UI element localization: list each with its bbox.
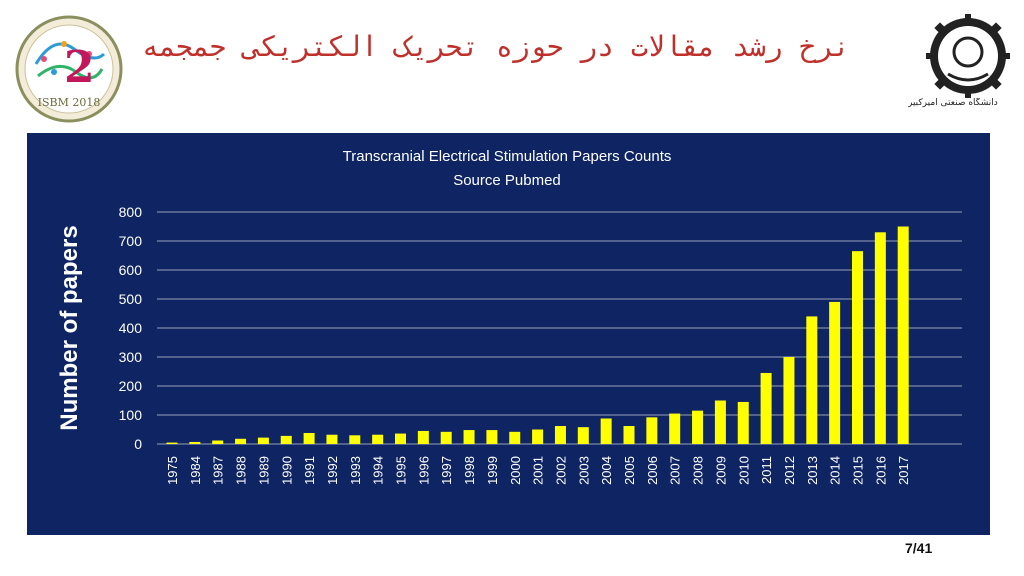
x-tick-label: 1988 [234, 456, 249, 485]
bar [783, 357, 795, 444]
bar [806, 316, 818, 444]
x-tick-label: 2010 [736, 456, 751, 485]
x-tick-label: 1998 [462, 456, 477, 485]
bar [166, 442, 178, 444]
y-tick-label: 300 [119, 349, 143, 365]
x-tick-label: 2004 [599, 456, 614, 485]
x-tick-label: 1991 [302, 456, 317, 485]
x-tick-label: 1992 [325, 456, 340, 485]
x-tick-label: 2007 [668, 456, 683, 485]
bar [577, 427, 589, 444]
bar [714, 400, 726, 444]
bar [600, 418, 612, 444]
bar [760, 372, 772, 444]
x-tick-label: 2008 [691, 456, 706, 485]
bar [509, 431, 521, 444]
bar [417, 430, 429, 444]
bar [554, 426, 566, 444]
bar [486, 430, 498, 444]
bar [349, 435, 361, 444]
x-tick-label: 1993 [348, 456, 363, 485]
conference-logo-text: ISBM 2018 [38, 96, 101, 109]
grid-lines [157, 211, 962, 445]
y-tick-label: 700 [119, 233, 143, 249]
x-tick-label: 2011 [759, 456, 774, 484]
chart-title: Transcranial Electrical Stimulation Pape… [343, 148, 672, 165]
x-tick-label: 2013 [805, 456, 820, 485]
bar [623, 426, 635, 444]
x-tick-label: 2016 [873, 456, 888, 485]
x-tick-label: 1975 [165, 456, 180, 485]
bar [874, 232, 886, 444]
x-tick-label: 1994 [371, 456, 386, 485]
bar [897, 226, 909, 444]
university-logo [926, 14, 1010, 98]
bar [829, 301, 841, 444]
x-tick-label: 2009 [713, 456, 728, 485]
y-tick-label: 0 [134, 436, 142, 452]
svg-text:2: 2 [64, 42, 95, 93]
bar [692, 410, 704, 444]
x-tick-label: 2014 [828, 456, 843, 485]
bar [303, 432, 315, 444]
x-tick-label: 1984 [188, 456, 203, 485]
bar [280, 435, 292, 444]
conference-logo: 2 ISBM 2018 [15, 15, 123, 123]
bar-chart: Transcranial Electrical Stimulation Pape… [56, 148, 962, 485]
page-number: 7/41 [905, 540, 933, 556]
x-tick-label: 2006 [645, 456, 660, 485]
x-tick-label: 1996 [416, 456, 431, 485]
x-tick-label: 1997 [439, 456, 454, 485]
bar [440, 431, 452, 444]
y-tick-label: 800 [119, 204, 143, 220]
bar [646, 417, 658, 444]
chart-subtitle: Source Pubmed [453, 172, 561, 189]
bar [212, 440, 224, 444]
bar [669, 413, 681, 444]
y-axis-label: Number of papers [56, 225, 83, 430]
slide-title: نرخ رشد مقالات در حوزه تحریک الکتریکی جم… [141, 30, 850, 63]
x-tick-label: 2015 [851, 456, 866, 485]
x-tick-label: 2000 [508, 456, 523, 485]
bar [532, 429, 544, 444]
bar [852, 251, 863, 444]
x-tick-label: 1990 [279, 456, 294, 485]
x-tick-label: 2012 [782, 456, 797, 485]
y-tick-label: 600 [119, 262, 143, 278]
y-tick-label: 500 [119, 291, 143, 307]
x-tick-label: 1989 [256, 456, 271, 485]
x-tick-label: 1999 [485, 456, 500, 485]
bar [737, 401, 749, 444]
bars [166, 226, 909, 444]
y-tick-labels: 0 100 200 300 400 500 600 700 800 [119, 204, 143, 452]
chart-panel: Transcranial Electrical Stimulation Pape… [27, 133, 990, 535]
university-name: دانشگاه صنعتی امیرکبیر [908, 98, 998, 108]
bar [372, 434, 384, 444]
y-tick-label: 400 [119, 320, 143, 336]
y-tick-label: 100 [119, 407, 143, 423]
x-tick-label: 2005 [622, 456, 637, 485]
x-tick-labels: 1975 1984 1987 1988 1989 1990 1991 1992 1993 1994… [165, 456, 911, 485]
x-tick-label: 2001 [531, 456, 546, 485]
bar [257, 437, 269, 444]
bar [235, 438, 247, 444]
x-tick-label: 2003 [576, 456, 591, 485]
y-tick-label: 200 [119, 378, 143, 394]
bar [463, 430, 475, 444]
x-tick-label: 2017 [896, 456, 911, 485]
bar [395, 433, 406, 444]
bar [326, 434, 338, 444]
bar [189, 441, 201, 444]
x-tick-label: 1987 [211, 456, 226, 485]
x-tick-label: 2002 [553, 456, 568, 485]
x-tick-label: 1995 [394, 456, 409, 485]
